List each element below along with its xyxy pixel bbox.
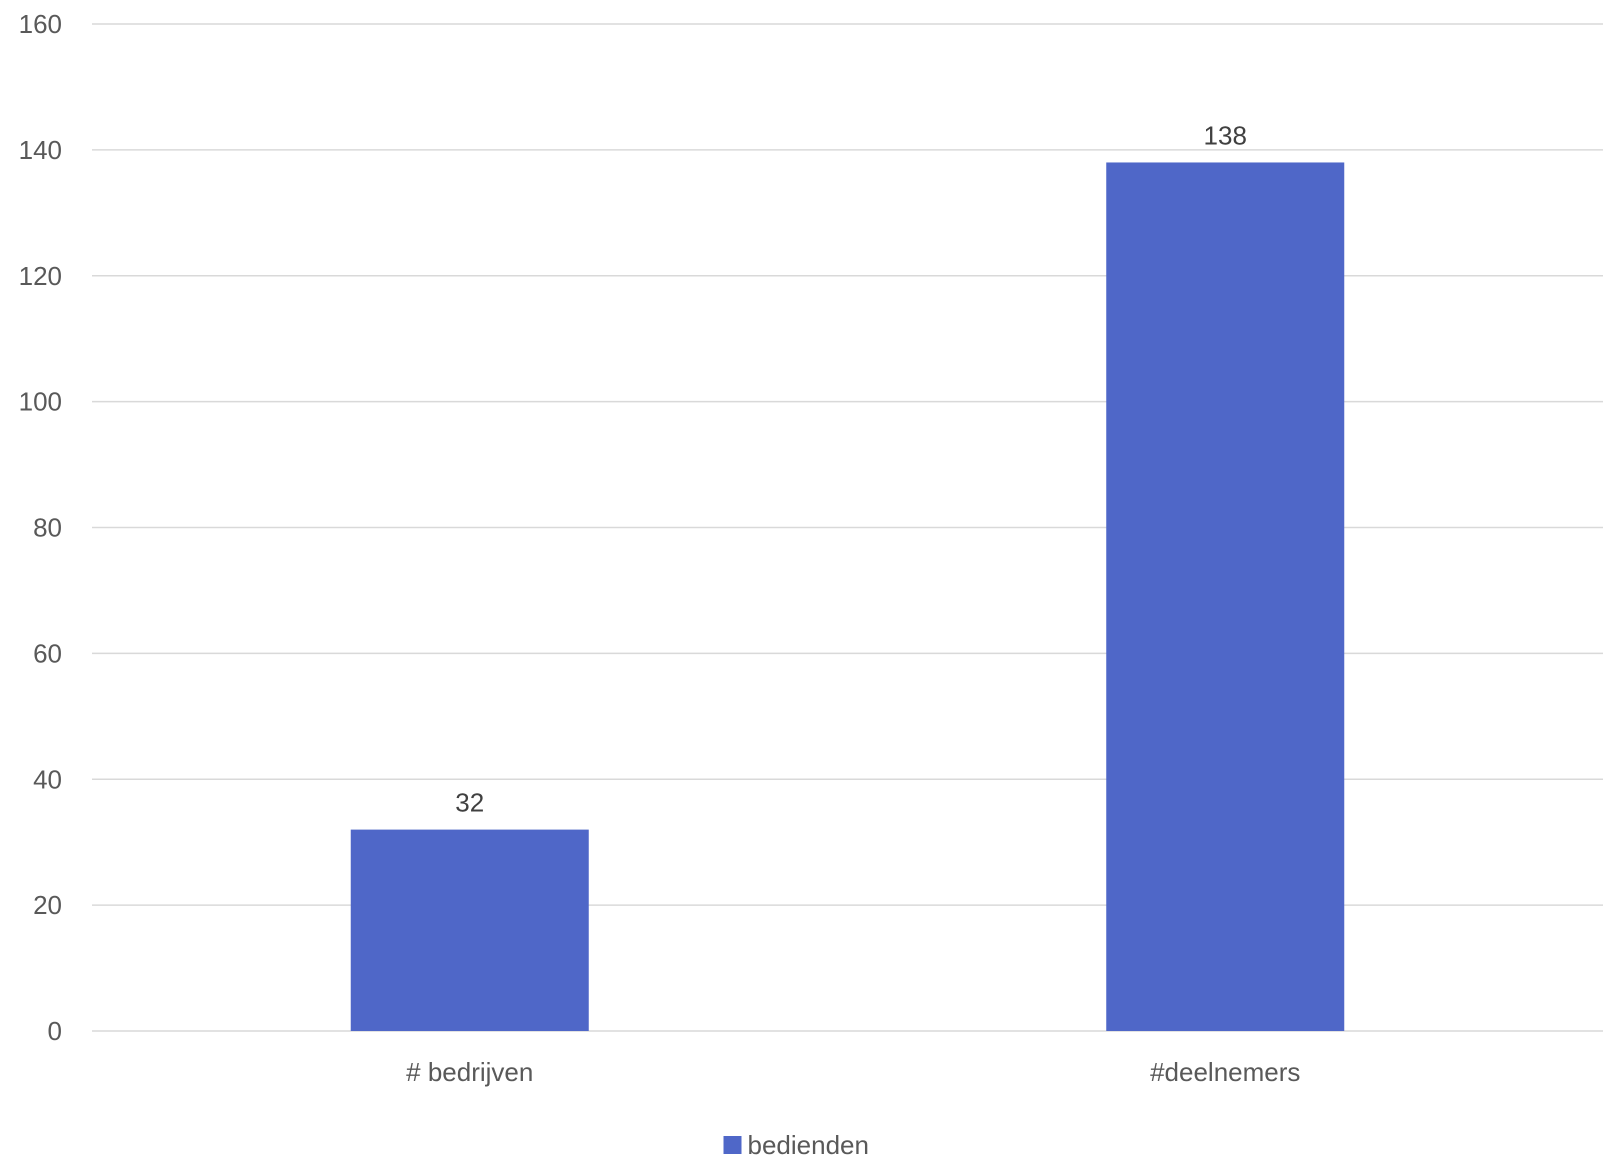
y-tick-label: 0	[48, 1016, 62, 1046]
y-tick-label: 160	[19, 9, 62, 39]
legend: bedienden	[723, 1130, 869, 1157]
data-label: 138	[1204, 120, 1247, 150]
x-tick-label: #deelnemers	[1150, 1057, 1300, 1087]
bar-bedrijven	[350, 829, 589, 1031]
gridlines	[92, 23, 1603, 1032]
y-tick-label: 120	[19, 261, 62, 291]
y-tick-label: 40	[33, 764, 62, 794]
data-label: 32	[455, 788, 484, 818]
x-tick-label: # bedrijven	[406, 1057, 533, 1087]
y-axis-ticks: 0 20 40 60 80 100 120 140 160	[19, 9, 62, 1046]
bar-deelnemers	[1106, 162, 1345, 1031]
y-tick-label: 60	[33, 638, 62, 668]
legend-swatch-bedienden	[723, 1136, 742, 1154]
data-labels: 32 138	[455, 120, 1247, 817]
bars	[350, 162, 1345, 1031]
y-tick-label: 80	[33, 513, 62, 543]
y-tick-label: 20	[33, 890, 62, 920]
x-axis-ticks: # bedrijven #deelnemers	[406, 1057, 1300, 1087]
legend-label-bedienden: bedienden	[748, 1130, 869, 1157]
y-tick-label: 100	[19, 387, 62, 417]
y-tick-label: 140	[19, 135, 62, 165]
